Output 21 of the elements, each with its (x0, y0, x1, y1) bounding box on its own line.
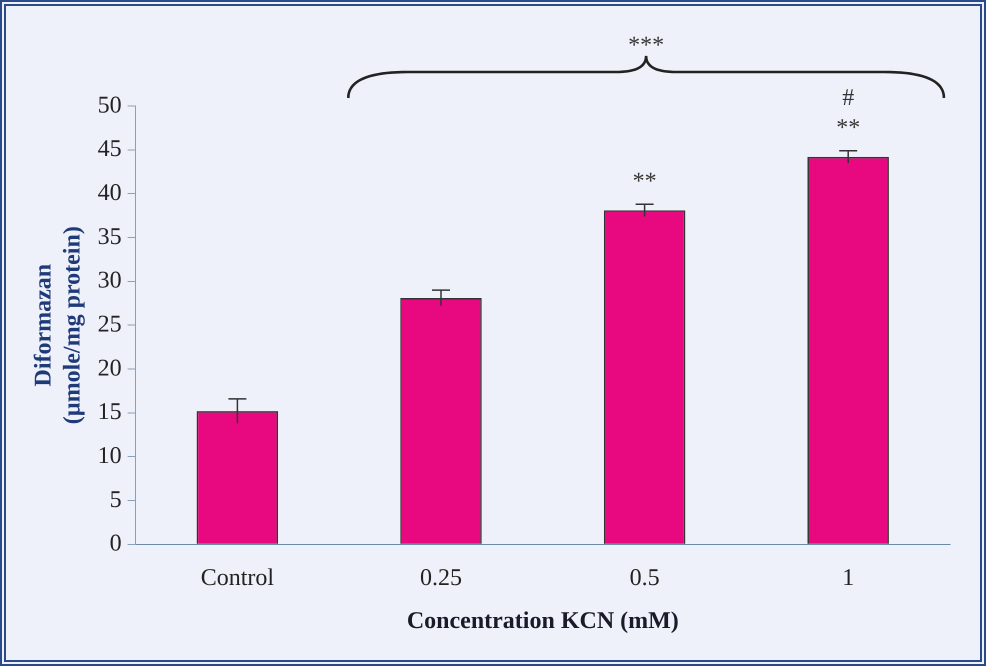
y-tick-label: 45 (98, 136, 122, 162)
y-tick-label: 25 (98, 311, 122, 338)
y-tick-label: 30 (98, 268, 122, 294)
y-tick-label: 5 (110, 486, 122, 513)
x-tick-label: 1 (842, 565, 854, 592)
y-tick-label: 0 (110, 530, 122, 557)
x-tick-label: Control (200, 565, 274, 592)
y-tick-label: 50 (98, 92, 122, 118)
y-tick-label: 35 (98, 224, 122, 250)
x-axis-title: Concentration KCN (mM) (406, 608, 679, 634)
annotation: ** (836, 115, 860, 142)
y-tick-label: 10 (98, 443, 122, 470)
x-tick-label: 0.5 (630, 565, 660, 592)
text: *** (628, 32, 664, 58)
x-tick-label: 0.25 (420, 565, 462, 592)
y-tick-label: 20 (98, 355, 122, 382)
annotation: ** (632, 168, 657, 194)
annotation: # (842, 85, 854, 112)
y-axis-title: Diformazan (µmole/mg protein) (30, 226, 86, 424)
y-tick-label: 15 (98, 399, 122, 426)
y-tick-label: 40 (98, 180, 122, 206)
